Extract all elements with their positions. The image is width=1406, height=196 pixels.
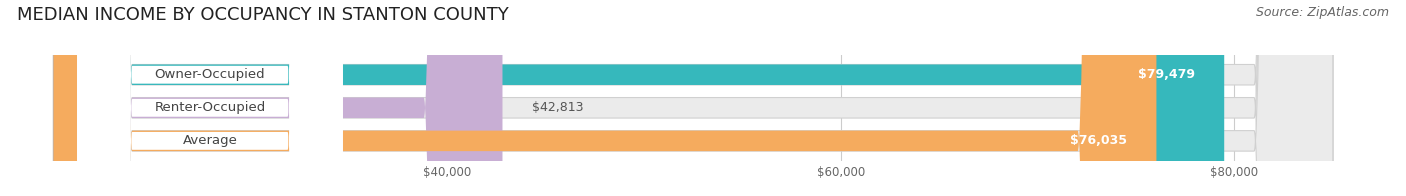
Text: $79,479: $79,479 [1137,68,1195,81]
Text: Renter-Occupied: Renter-Occupied [155,101,266,114]
FancyBboxPatch shape [77,0,343,196]
Text: $42,813: $42,813 [531,101,583,114]
FancyBboxPatch shape [77,0,343,196]
Text: Source: ZipAtlas.com: Source: ZipAtlas.com [1256,6,1389,19]
Text: $76,035: $76,035 [1070,134,1126,147]
Text: Average: Average [183,134,238,147]
FancyBboxPatch shape [53,0,1333,196]
FancyBboxPatch shape [53,0,1225,196]
Text: MEDIAN INCOME BY OCCUPANCY IN STANTON COUNTY: MEDIAN INCOME BY OCCUPANCY IN STANTON CO… [17,6,509,24]
FancyBboxPatch shape [77,0,343,196]
Text: Owner-Occupied: Owner-Occupied [155,68,266,81]
FancyBboxPatch shape [53,0,502,196]
FancyBboxPatch shape [53,0,1333,196]
FancyBboxPatch shape [53,0,1156,196]
FancyBboxPatch shape [53,0,1333,196]
